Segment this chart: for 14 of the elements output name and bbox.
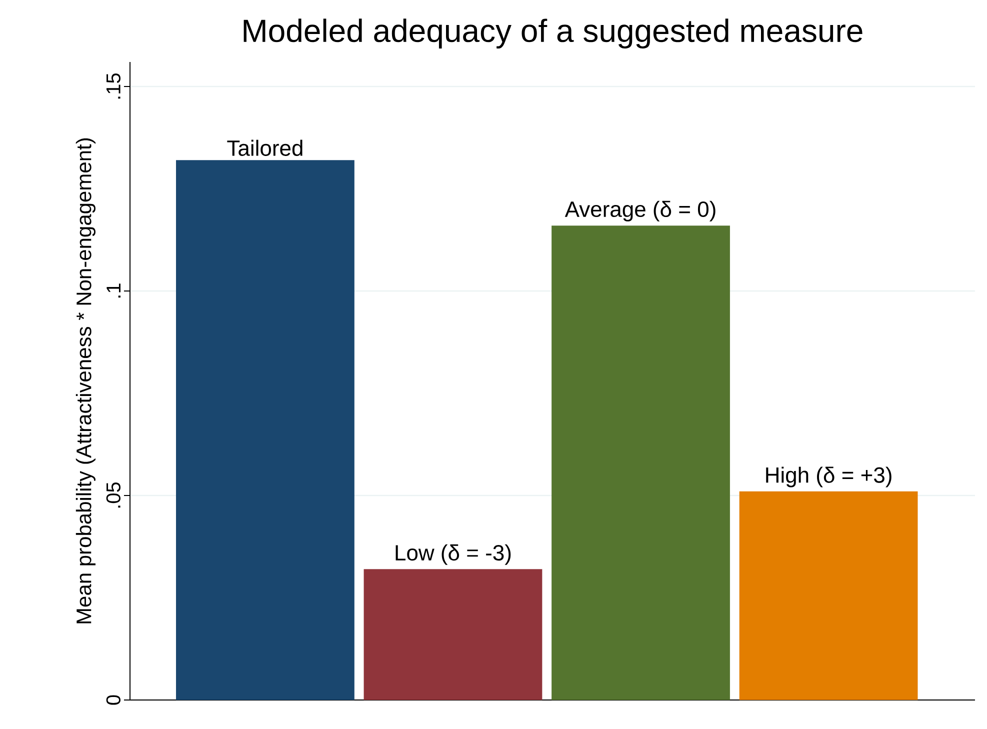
y-tick-label: 0 bbox=[106, 695, 120, 705]
x-tick-label: High (δ = +3) bbox=[766, 466, 892, 488]
x-tick-label: Tailored bbox=[227, 140, 302, 156]
y-axis-title: Mean probability (Attractiveness * Non-engagement) bbox=[76, 138, 96, 624]
x-tick-label: Low (δ = -3) bbox=[396, 544, 511, 565]
bar bbox=[552, 226, 730, 700]
bar bbox=[739, 491, 918, 700]
chart-title: Modeled adequacy of a suggested measure bbox=[244, 18, 862, 48]
y-tick-label: .05 bbox=[106, 482, 120, 508]
bar bbox=[176, 160, 354, 700]
x-tick-label: Average (δ = 0) bbox=[564, 200, 716, 222]
y-tick-label: .1 bbox=[106, 284, 120, 298]
bar bbox=[364, 569, 542, 700]
y-tick-label: .15 bbox=[106, 73, 120, 99]
